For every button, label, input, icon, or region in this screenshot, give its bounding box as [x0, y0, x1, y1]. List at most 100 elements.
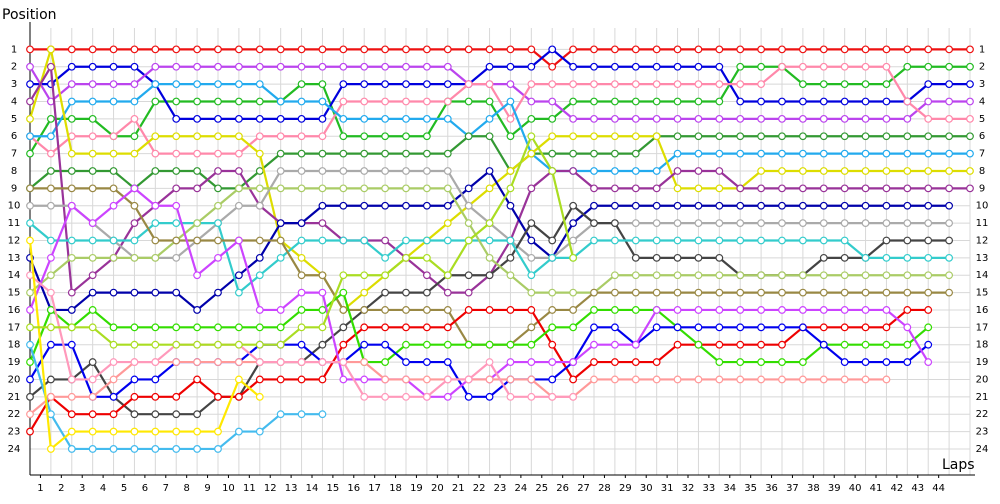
position-marker — [339, 132, 348, 141]
position-marker — [673, 97, 682, 106]
position-marker — [130, 219, 139, 227]
position-marker — [715, 149, 724, 158]
position-marker — [778, 288, 786, 297]
position-marker — [297, 323, 306, 332]
position-marker — [67, 427, 76, 436]
position-marker — [506, 236, 515, 245]
position-marker — [485, 236, 494, 245]
y-tick-label: 2 — [11, 62, 17, 73]
position-marker — [548, 306, 557, 314]
series — [26, 340, 327, 453]
position-marker — [924, 358, 933, 366]
position-marker — [798, 97, 807, 106]
position-marker — [590, 80, 598, 89]
position-marker — [778, 219, 786, 227]
x-tick-label: 23 — [494, 483, 507, 494]
position-marker — [109, 427, 118, 436]
position-marker — [778, 358, 786, 366]
position-marker — [757, 375, 766, 384]
position-marker — [736, 80, 745, 89]
position-marker — [443, 323, 452, 332]
position-marker — [422, 253, 431, 262]
position-marker — [652, 323, 661, 332]
series-line — [29, 65, 970, 156]
x-tick-label: 8 — [183, 483, 189, 494]
position-marker — [590, 45, 598, 54]
position-marker — [966, 184, 974, 193]
position-marker — [924, 271, 933, 280]
x-tick-label: 40 — [849, 483, 862, 494]
position-marker — [297, 45, 306, 54]
position-marker — [485, 306, 494, 314]
position-marker — [757, 306, 766, 314]
position-marker — [798, 323, 807, 332]
position-marker — [945, 219, 954, 227]
position-marker — [88, 427, 97, 436]
position-marker — [464, 375, 473, 384]
position-marker — [360, 45, 369, 54]
position-marker — [610, 375, 619, 384]
position-marker — [318, 132, 327, 141]
position-marker — [527, 253, 536, 262]
position-marker — [694, 288, 703, 297]
position-marker — [360, 340, 369, 349]
position-marker — [882, 167, 891, 175]
position-marker — [88, 114, 97, 123]
position-marker — [234, 149, 243, 158]
position-marker — [402, 288, 410, 297]
position-marker — [945, 132, 954, 141]
position-marker — [276, 358, 285, 366]
position-marker — [402, 236, 410, 245]
position-marker — [527, 392, 536, 401]
position-marker — [485, 392, 494, 401]
position-marker — [652, 271, 661, 280]
x-tick-label: 9 — [204, 483, 210, 494]
position-marker — [402, 358, 410, 366]
position-marker — [485, 375, 494, 384]
position-marker — [610, 167, 619, 175]
y-tick-label: 11 — [8, 218, 21, 229]
x-tick-label: 12 — [264, 483, 277, 494]
position-marker — [276, 323, 285, 332]
position-marker — [360, 132, 369, 141]
position-marker — [255, 97, 264, 106]
position-marker — [715, 358, 724, 366]
position-marker — [673, 253, 682, 262]
x-tick-label: 32 — [682, 483, 695, 494]
position-marker — [151, 167, 160, 175]
position-marker — [297, 306, 306, 314]
position-marker — [88, 97, 97, 106]
position-marker — [798, 80, 807, 89]
position-marker — [778, 375, 786, 384]
position-marker — [798, 45, 807, 54]
position-marker — [193, 375, 202, 384]
position-marker — [882, 340, 891, 349]
position-marker — [422, 114, 431, 123]
position-marker — [422, 149, 431, 158]
position-marker — [631, 184, 640, 193]
position-marker — [464, 132, 473, 141]
position-marker — [882, 97, 891, 106]
series-line — [30, 48, 970, 69]
position-marker — [255, 45, 264, 54]
position-marker — [506, 358, 515, 366]
position-marker — [861, 80, 870, 89]
position-marker — [610, 184, 619, 193]
position-marker — [67, 340, 76, 349]
position-marker — [464, 201, 473, 210]
position-marker — [67, 45, 76, 54]
position-marker — [527, 340, 536, 349]
position-marker — [193, 97, 202, 106]
position-marker — [673, 45, 682, 54]
position-marker — [485, 97, 494, 106]
position-marker — [569, 97, 578, 106]
position-marker — [214, 184, 222, 193]
position-marker — [151, 149, 160, 158]
y-tick-label-right: 2 — [979, 62, 985, 73]
position-marker — [590, 62, 598, 71]
position-marker — [590, 132, 598, 141]
series — [26, 271, 578, 401]
position-marker — [464, 392, 473, 401]
position-marker — [464, 97, 473, 106]
position-marker — [506, 114, 515, 123]
